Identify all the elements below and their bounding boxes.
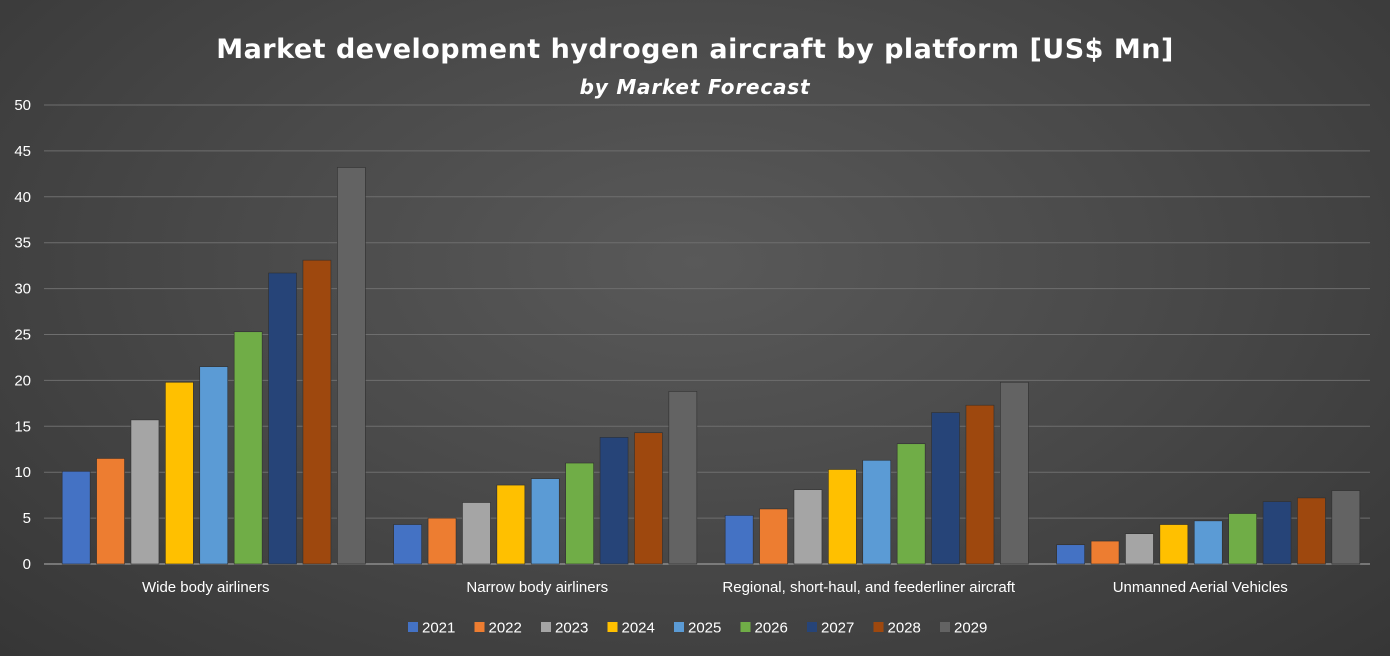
bar (268, 272, 297, 565)
bar (1056, 544, 1085, 565)
legend-label: 2025 (688, 620, 721, 637)
legend-swatch (807, 622, 817, 632)
bar (1125, 533, 1154, 565)
y-tick-label: 45 (14, 143, 31, 160)
bar (793, 489, 823, 565)
bar (1297, 497, 1326, 565)
legend-label: 2023 (555, 620, 588, 637)
bar (1000, 381, 1029, 565)
legend-label: 2022 (489, 620, 522, 637)
legend-swatch (607, 622, 618, 632)
legend-label: 2026 (755, 620, 788, 637)
legend-swatch (740, 622, 751, 632)
bar (1193, 520, 1223, 565)
y-tick-label: 50 (14, 97, 31, 114)
bar (130, 419, 160, 565)
bar (759, 508, 788, 565)
bar (724, 515, 754, 565)
legend-swatch (674, 622, 684, 632)
bar (668, 391, 698, 565)
x-category-label: Wide body airliners (142, 579, 270, 596)
bar (530, 478, 560, 565)
y-tick-label: 15 (14, 418, 31, 435)
bar (462, 502, 491, 565)
legend-swatch (873, 622, 884, 632)
legend-swatch (408, 622, 418, 632)
bar (427, 517, 457, 565)
bar (233, 331, 263, 565)
bar (828, 469, 857, 565)
bar (96, 458, 125, 565)
bar (61, 470, 91, 565)
bar (393, 524, 422, 565)
bar (302, 259, 332, 565)
legend-swatch (541, 622, 551, 632)
legend-label: 2027 (821, 620, 854, 637)
bar (599, 437, 629, 565)
bar (634, 432, 663, 565)
y-tick-label: 5 (23, 510, 31, 527)
legend-label: 2029 (954, 620, 987, 637)
bar (931, 412, 960, 565)
chart-subtitle: by Market Forecast (579, 75, 811, 99)
bar (965, 404, 995, 565)
y-tick-label: 40 (14, 189, 31, 206)
y-tick-label: 10 (14, 464, 31, 481)
chart-title: Market development hydrogen aircraft by … (216, 34, 1174, 65)
x-category-label: Unmanned Aerial Vehicles (1113, 579, 1288, 596)
x-category-label: Regional, short-haul, and feederliner ai… (722, 579, 1015, 596)
y-tick-label: 20 (14, 372, 31, 389)
y-tick-label: 35 (14, 235, 31, 252)
bar (165, 381, 194, 565)
bar (1331, 490, 1361, 565)
legend-label: 2024 (622, 620, 655, 637)
bar (1228, 513, 1257, 565)
bar (1090, 540, 1120, 565)
legend-label: 2021 (422, 620, 455, 637)
legend-label: 2028 (888, 620, 921, 637)
legend-swatch (474, 622, 485, 632)
bar (1159, 524, 1189, 565)
bar (862, 459, 892, 565)
y-tick-label: 30 (14, 281, 31, 298)
bar (496, 484, 526, 565)
bar (1262, 501, 1292, 565)
y-tick-label: 0 (23, 556, 31, 573)
bar (565, 462, 594, 565)
bar (337, 167, 366, 565)
y-tick-label: 25 (14, 327, 31, 344)
bar (199, 366, 229, 565)
legend-swatch (940, 622, 950, 632)
bar (896, 443, 926, 565)
x-category-label: Narrow body airliners (466, 579, 608, 596)
